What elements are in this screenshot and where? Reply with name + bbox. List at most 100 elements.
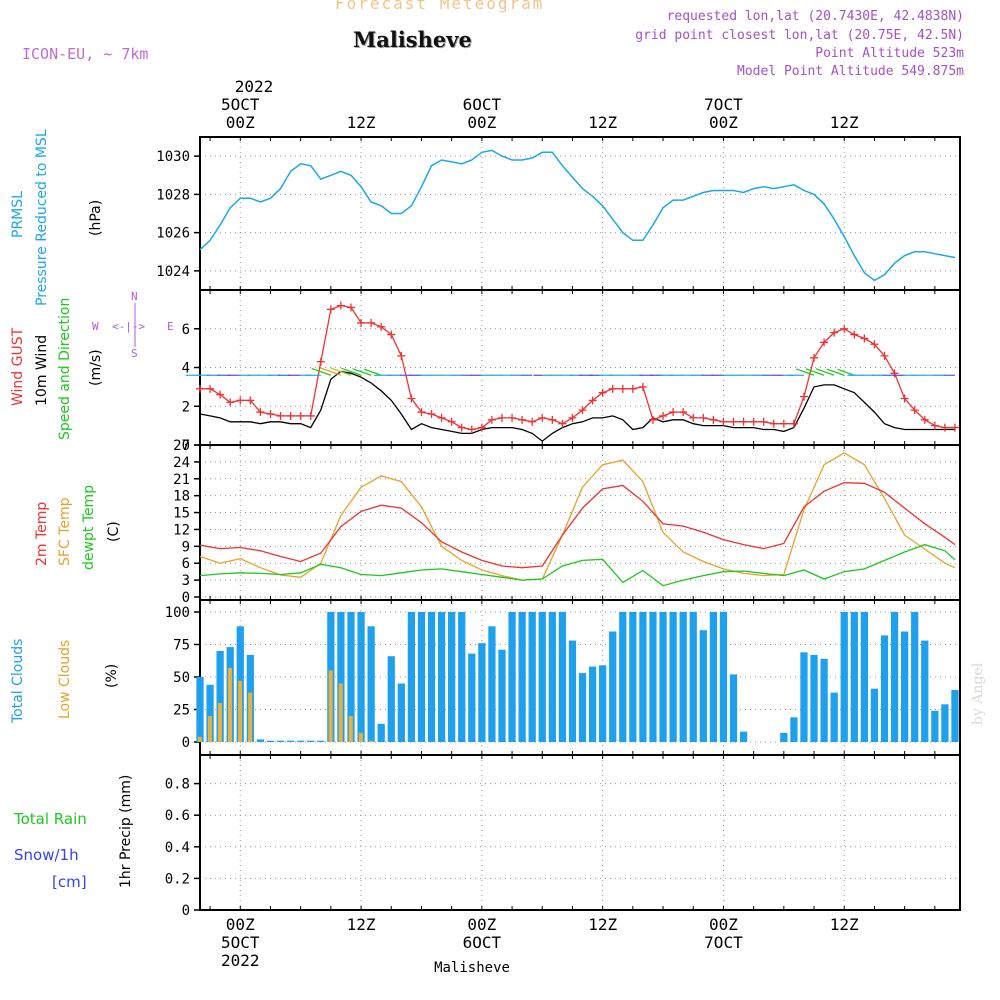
top-year-label: 2022 xyxy=(235,77,274,96)
total-cloud-bar xyxy=(347,612,355,742)
gust-marker xyxy=(276,411,285,420)
y-tick-label: 1024 xyxy=(156,264,190,280)
gust-marker xyxy=(377,322,386,331)
gust-marker xyxy=(709,415,718,424)
model-point-altitude: Model Point Altitude 549.875m xyxy=(737,64,964,79)
y-tick-label: 1030 xyxy=(156,149,190,165)
wind-direction-arrow xyxy=(341,367,362,376)
gust-marker xyxy=(950,423,959,432)
low-cloud-bar xyxy=(197,736,202,742)
compass-e-label: E xyxy=(167,320,174,333)
total-cloud-bar xyxy=(599,665,607,742)
gust-marker xyxy=(447,417,456,426)
top-hour-label: 00Z xyxy=(709,113,738,132)
gust-marker xyxy=(367,318,376,327)
gust-marker xyxy=(749,417,758,426)
total-cloud-bar xyxy=(317,740,325,742)
gust-marker xyxy=(789,419,798,428)
gust-marker xyxy=(417,408,426,417)
total-cloud-bar xyxy=(337,612,345,742)
bottom-day-label: 5OCT xyxy=(221,933,260,952)
wind-direction-arrow xyxy=(363,368,382,376)
gust-marker xyxy=(457,423,466,432)
total-cloud-bar xyxy=(860,612,868,742)
wind10m-line xyxy=(199,370,955,442)
pressure-line xyxy=(199,149,956,282)
total-cloud-bar xyxy=(488,626,496,742)
y-tick-label: 12 xyxy=(173,522,190,538)
gust-marker xyxy=(538,413,547,422)
gust-marker xyxy=(216,390,225,399)
top-day-label: 7OCT xyxy=(704,95,743,114)
dewpt-line xyxy=(199,543,956,587)
bottom-hour-label: 12Z xyxy=(347,915,376,934)
y-tick-label: 6 xyxy=(182,322,190,338)
total-cloud-bar xyxy=(397,683,405,742)
total-cloud-bar xyxy=(367,626,375,742)
low-cloud-bar xyxy=(238,680,243,742)
snow-unit-label: [cm] xyxy=(52,873,87,891)
gust-marker xyxy=(769,419,778,428)
gust-marker xyxy=(467,425,476,434)
requested-coords: requested lon,lat (20.7430E, 42.4838N) xyxy=(666,9,964,24)
y-tick-label: 6 xyxy=(182,556,190,572)
grid-point-coords: grid point closest lon,lat (20.75E, 42.5… xyxy=(635,28,964,43)
wind-direction-arrow xyxy=(805,368,825,376)
gust-marker xyxy=(810,353,819,362)
compass-n-label: N xyxy=(131,290,138,303)
total-cloud-bar xyxy=(619,612,627,742)
total-cloud-bar xyxy=(528,612,536,742)
total-cloud-bar xyxy=(901,631,909,742)
gust-marker xyxy=(558,419,567,428)
y-tick-label: 4 xyxy=(182,361,190,377)
bottom-hour-label: 12Z xyxy=(830,915,859,934)
gust-marker xyxy=(910,406,919,415)
total-cloud-bar xyxy=(387,656,395,742)
bottom-day-label: 6OCT xyxy=(463,933,502,952)
snow-label: Snow/1h xyxy=(14,846,79,864)
gust-marker xyxy=(669,408,678,417)
total-cloud-bar xyxy=(578,673,587,742)
gust-marker xyxy=(739,417,748,426)
y-tick-label: 50 xyxy=(173,670,190,686)
total-cloud-bar xyxy=(448,612,456,742)
total-cloud-bar xyxy=(498,649,506,742)
bottom-day-label: 7OCT xyxy=(704,933,743,952)
gust-marker xyxy=(256,408,265,417)
y-tick-label: 24 xyxy=(173,455,190,471)
top-day-label: 5OCT xyxy=(221,95,260,114)
gust-marker xyxy=(850,330,859,339)
panel-frame xyxy=(199,444,961,601)
total-cloud-bar xyxy=(297,740,305,742)
total-cloud-bar xyxy=(921,640,929,742)
top-hour-label: 00Z xyxy=(467,113,496,132)
gust-marker xyxy=(487,415,496,424)
total-cloud-bar xyxy=(729,674,738,742)
total-cloud-bar xyxy=(780,732,788,742)
gust-marker xyxy=(779,419,788,428)
y-tick-label: 15 xyxy=(173,506,190,522)
total-cloud-bar xyxy=(568,640,577,742)
y-tick-label: 0.8 xyxy=(165,777,190,793)
total-cloud-bar xyxy=(639,612,647,742)
gust-marker xyxy=(699,413,708,422)
total-cloud-bar xyxy=(629,612,637,742)
gust-marker xyxy=(628,384,637,393)
top-hour-label: 12Z xyxy=(830,113,859,132)
wind-compass: N S W E <-|-> xyxy=(92,290,174,360)
y-tick-label: 0.4 xyxy=(165,840,190,856)
gust-marker xyxy=(497,413,506,422)
gust-marker xyxy=(870,340,879,349)
total-cloud-bar xyxy=(699,630,707,742)
total-cloud-bar xyxy=(196,677,204,742)
total-cloud-bar xyxy=(417,612,426,742)
wind-direction-arrow xyxy=(837,368,855,376)
gust-marker xyxy=(357,318,366,327)
wind-direction-arrow xyxy=(311,367,332,376)
total-cloud-bar xyxy=(709,612,718,742)
gust-marker xyxy=(286,411,295,420)
total-cloud-bar xyxy=(911,612,919,742)
gust-marker xyxy=(719,417,728,426)
low-cloud-bar xyxy=(338,683,343,742)
